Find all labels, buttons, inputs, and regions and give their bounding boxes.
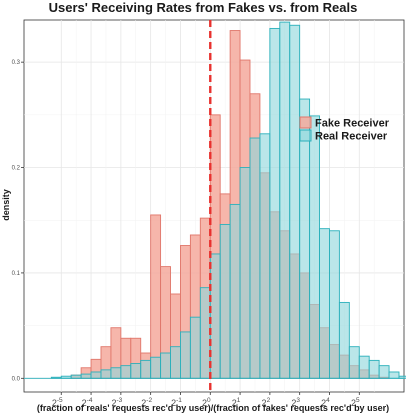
x-tick-label: 20 bbox=[202, 397, 211, 408]
legend-key-real-receiver bbox=[299, 129, 312, 142]
histogram-bar bbox=[80, 373, 92, 379]
x-tick-label: 2-5 bbox=[52, 397, 63, 408]
histogram-bar bbox=[150, 356, 162, 379]
histogram-bar bbox=[150, 214, 162, 379]
histogram-bar bbox=[90, 371, 102, 379]
histogram-bar bbox=[329, 230, 340, 379]
histogram-bar bbox=[259, 133, 271, 379]
x-tick-label: 25 bbox=[351, 397, 360, 408]
x-tick-label: 2-3 bbox=[111, 397, 122, 408]
histogram-bar bbox=[120, 365, 132, 379]
histogram-bar bbox=[358, 355, 370, 379]
x-tick-exponent: 2 bbox=[267, 397, 271, 404]
x-tick-label: 21 bbox=[232, 397, 241, 408]
histogram-bar bbox=[388, 371, 400, 379]
x-tick-label: 22 bbox=[262, 397, 271, 408]
legend-label-fake-receiver: Fake Receiver bbox=[315, 118, 390, 130]
histogram-bar bbox=[189, 316, 201, 379]
x-tick-exponent: -1 bbox=[176, 397, 182, 404]
histogram-bar bbox=[180, 331, 191, 379]
histogram-bar bbox=[309, 115, 320, 379]
histogram-bar bbox=[130, 363, 142, 379]
histogram-bar bbox=[269, 27, 281, 379]
x-tick-exponent: 4 bbox=[326, 397, 330, 404]
x-tick-exponent: -2 bbox=[146, 397, 152, 404]
x-axis-title: (fraction of reals' requests rec'd by us… bbox=[37, 403, 389, 413]
legend-key-fake-receiver bbox=[299, 116, 312, 129]
histogram-bar bbox=[338, 301, 350, 379]
y-tick-label: 0.1 bbox=[12, 271, 21, 277]
histogram-bar bbox=[160, 352, 171, 379]
histogram-bar bbox=[70, 374, 82, 379]
y-axis-title: density bbox=[1, 189, 11, 221]
x-tick-exponent: -3 bbox=[116, 397, 122, 404]
histogram-bar bbox=[199, 287, 211, 379]
histogram-bar bbox=[368, 359, 380, 379]
histogram-bar bbox=[170, 346, 181, 379]
histogram-bar bbox=[219, 223, 231, 379]
x-tick-exponent: 5 bbox=[356, 397, 360, 404]
plot-area: 0.00.10.20.32-5 2-4 2-3 2-2 2-1 20 21 22 23 24 25 bbox=[12, 19, 406, 408]
x-tick-label: 23 bbox=[291, 397, 300, 408]
histogram-bar bbox=[229, 203, 241, 379]
x-tick-label: 24 bbox=[321, 397, 330, 408]
histogram-bar bbox=[348, 346, 360, 379]
histogram-bar bbox=[100, 369, 112, 379]
histogram-bar bbox=[140, 359, 152, 379]
histogram-bar bbox=[319, 228, 330, 379]
histogram-bar bbox=[249, 137, 261, 379]
histogram-bar bbox=[378, 365, 390, 379]
y-tick-label: 0.2 bbox=[12, 166, 21, 172]
x-tick-label: 2-2 bbox=[141, 397, 152, 408]
histogram-bar bbox=[239, 167, 251, 379]
x-tick-exponent: -4 bbox=[87, 397, 93, 404]
histogram-bar bbox=[110, 367, 122, 379]
y-tick-label: 0.0 bbox=[12, 376, 21, 382]
histogram-bar bbox=[279, 21, 291, 379]
x-tick-exponent: -5 bbox=[57, 397, 63, 404]
y-tick-label: 0.3 bbox=[12, 60, 21, 66]
chart-title: Users' Receiving Rates from Fakes vs. fr… bbox=[49, 0, 358, 15]
x-tick-label: 2-4 bbox=[82, 397, 93, 408]
x-tick-label: 2-1 bbox=[171, 397, 182, 408]
x-tick-exponent: 3 bbox=[296, 397, 300, 404]
x-tick-exponent: 0 bbox=[207, 397, 211, 404]
legend-label-real-receiver: Real Receiver bbox=[315, 131, 388, 143]
histogram-bar bbox=[209, 253, 221, 379]
x-tick-exponent: 1 bbox=[237, 397, 241, 404]
histogram-bar bbox=[289, 24, 301, 379]
